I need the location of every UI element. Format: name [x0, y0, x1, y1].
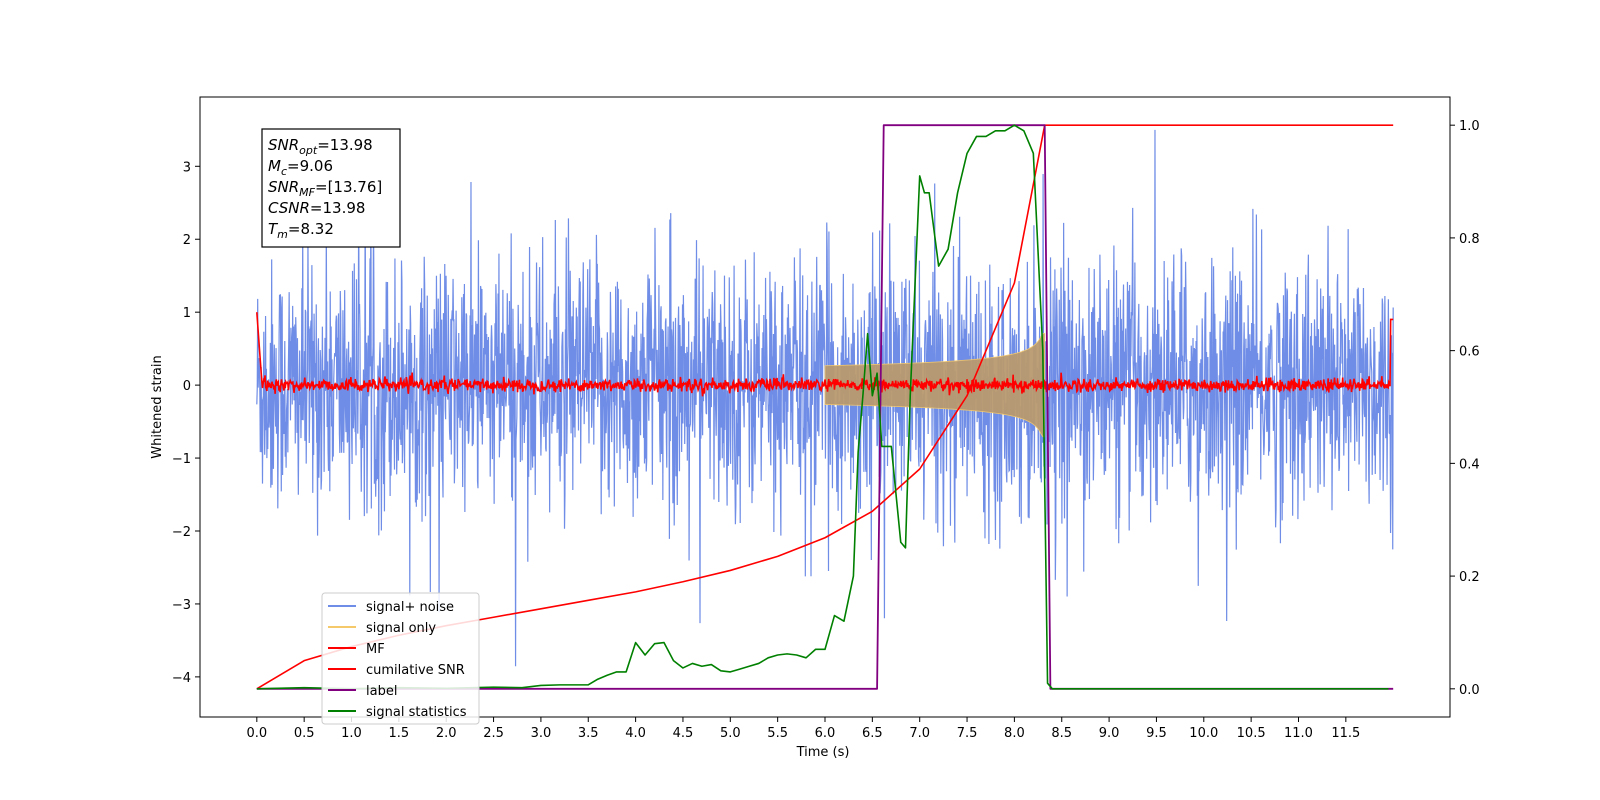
stats-line: SNRMF=[13.76]	[268, 178, 382, 199]
legend-entry: cumilative SNR	[366, 663, 465, 678]
x-tick-label: 7.0	[909, 726, 930, 741]
x-tick-label: 10.5	[1237, 726, 1266, 741]
series-mf-line	[256, 312, 1394, 397]
stats-line-symbol: SNR	[268, 178, 299, 196]
stats-line-subscript: c	[281, 165, 287, 178]
y2-axis-right: 1.0 0.8 0.6 0.4 0.2 0.0	[1450, 119, 1480, 698]
x-tick-label: 3.0	[531, 726, 552, 741]
x-tick-label: 9.0	[1099, 726, 1120, 741]
stats-line-symbol: T	[268, 220, 279, 238]
x-axis-label: Time (s)	[796, 745, 850, 760]
y-tick-label: 3	[183, 160, 191, 175]
x-tick-label: 6.5	[862, 726, 883, 741]
x-tick-label: 8.0	[1004, 726, 1025, 741]
stats-line: CSNR=13.98	[268, 199, 365, 217]
legend: signal+ noise signal only MF cumilative SNR…	[321, 592, 480, 725]
x-tick-label: 6.0	[815, 726, 836, 741]
x-tick-label: 0.5	[294, 726, 315, 741]
legend-entry: signal statistics	[366, 705, 467, 720]
legend-frame	[321, 592, 480, 725]
y2-tick-label: 0.8	[1459, 232, 1480, 247]
stats-line: SNRopt=13.98	[268, 136, 373, 157]
legend-entry: signal only	[366, 621, 436, 636]
x-tick-label: 1.0	[341, 726, 362, 741]
y-tick-label: 1	[183, 306, 191, 321]
x-tick-label: 7.5	[957, 726, 978, 741]
y-tick-label: −1	[172, 452, 191, 467]
stats-box-frame	[261, 128, 401, 248]
x-tick-label: 11.0	[1284, 726, 1313, 741]
y-tick-label: −3	[172, 598, 191, 613]
x-tick-label: 5.0	[720, 726, 741, 741]
x-axis: 0.0 0.5 1.0 1.5 2.0 2.5 3.0 3.5 4.0 4.5 5.0 5.5 6.0 6…	[246, 717, 1360, 741]
stats-line-subscript: MF	[299, 186, 315, 199]
x-tick-label: 0.0	[246, 726, 267, 741]
x-tick-label: 2.5	[483, 726, 504, 741]
stats-line-subscript: m	[277, 228, 288, 241]
x-tick-label: 8.5	[1051, 726, 1072, 741]
stats-line-value: =9.06	[287, 157, 333, 175]
y-tick-label: −4	[172, 671, 191, 686]
y-tick-label: 0	[183, 379, 191, 394]
stats-line-symbol: CSNR	[268, 199, 310, 217]
x-tick-label: 3.5	[578, 726, 599, 741]
x-tick-label: 9.5	[1146, 726, 1167, 741]
stats-line-symbol: M	[268, 157, 281, 175]
y2-tick-label: 0.0	[1459, 683, 1480, 698]
y2-tick-label: 0.6	[1459, 345, 1480, 360]
stats-line-value: =13.98	[310, 199, 366, 217]
x-tick-label: 2.0	[436, 726, 457, 741]
legend-entry: signal+ noise	[366, 600, 454, 615]
stats-annotation-box: SNRopt=13.98Mc=9.06SNRMF=[13.76]CSNR=13.…	[261, 128, 401, 248]
x-tick-label: 1.5	[389, 726, 410, 741]
legend-entry: label	[366, 684, 397, 699]
y2-tick-label: 0.2	[1459, 570, 1480, 585]
series-layer	[256, 124, 1394, 690]
stats-line-value: =13.98	[317, 136, 373, 154]
stats-line-value: =[13.76]	[315, 178, 382, 196]
legend-entry: MF	[366, 642, 385, 657]
y-axis-label: Whitened strain	[150, 355, 165, 458]
y-axis: 3 2 1 0 −1 −2 −3 −4	[172, 160, 200, 686]
y2-tick-label: 0.4	[1459, 457, 1480, 472]
stats-line-value: =8.32	[288, 220, 334, 238]
x-tick-label: 4.0	[625, 726, 646, 741]
y2-tick-label: 1.0	[1459, 119, 1480, 134]
x-tick-label: 11.5	[1331, 726, 1360, 741]
stats-line-subscript: opt	[299, 144, 318, 157]
x-tick-label: 4.5	[673, 726, 694, 741]
series-signal-statistics-line	[256, 124, 1389, 690]
stats-line: Tm=8.32	[268, 220, 334, 241]
x-tick-label: 10.0	[1189, 726, 1218, 741]
stats-line: Mc=9.06	[268, 157, 333, 178]
stats-line-symbol: SNR	[268, 136, 299, 154]
x-tick-label: 5.5	[767, 726, 788, 741]
y-tick-label: 2	[183, 233, 191, 248]
y-tick-label: −2	[172, 525, 191, 540]
